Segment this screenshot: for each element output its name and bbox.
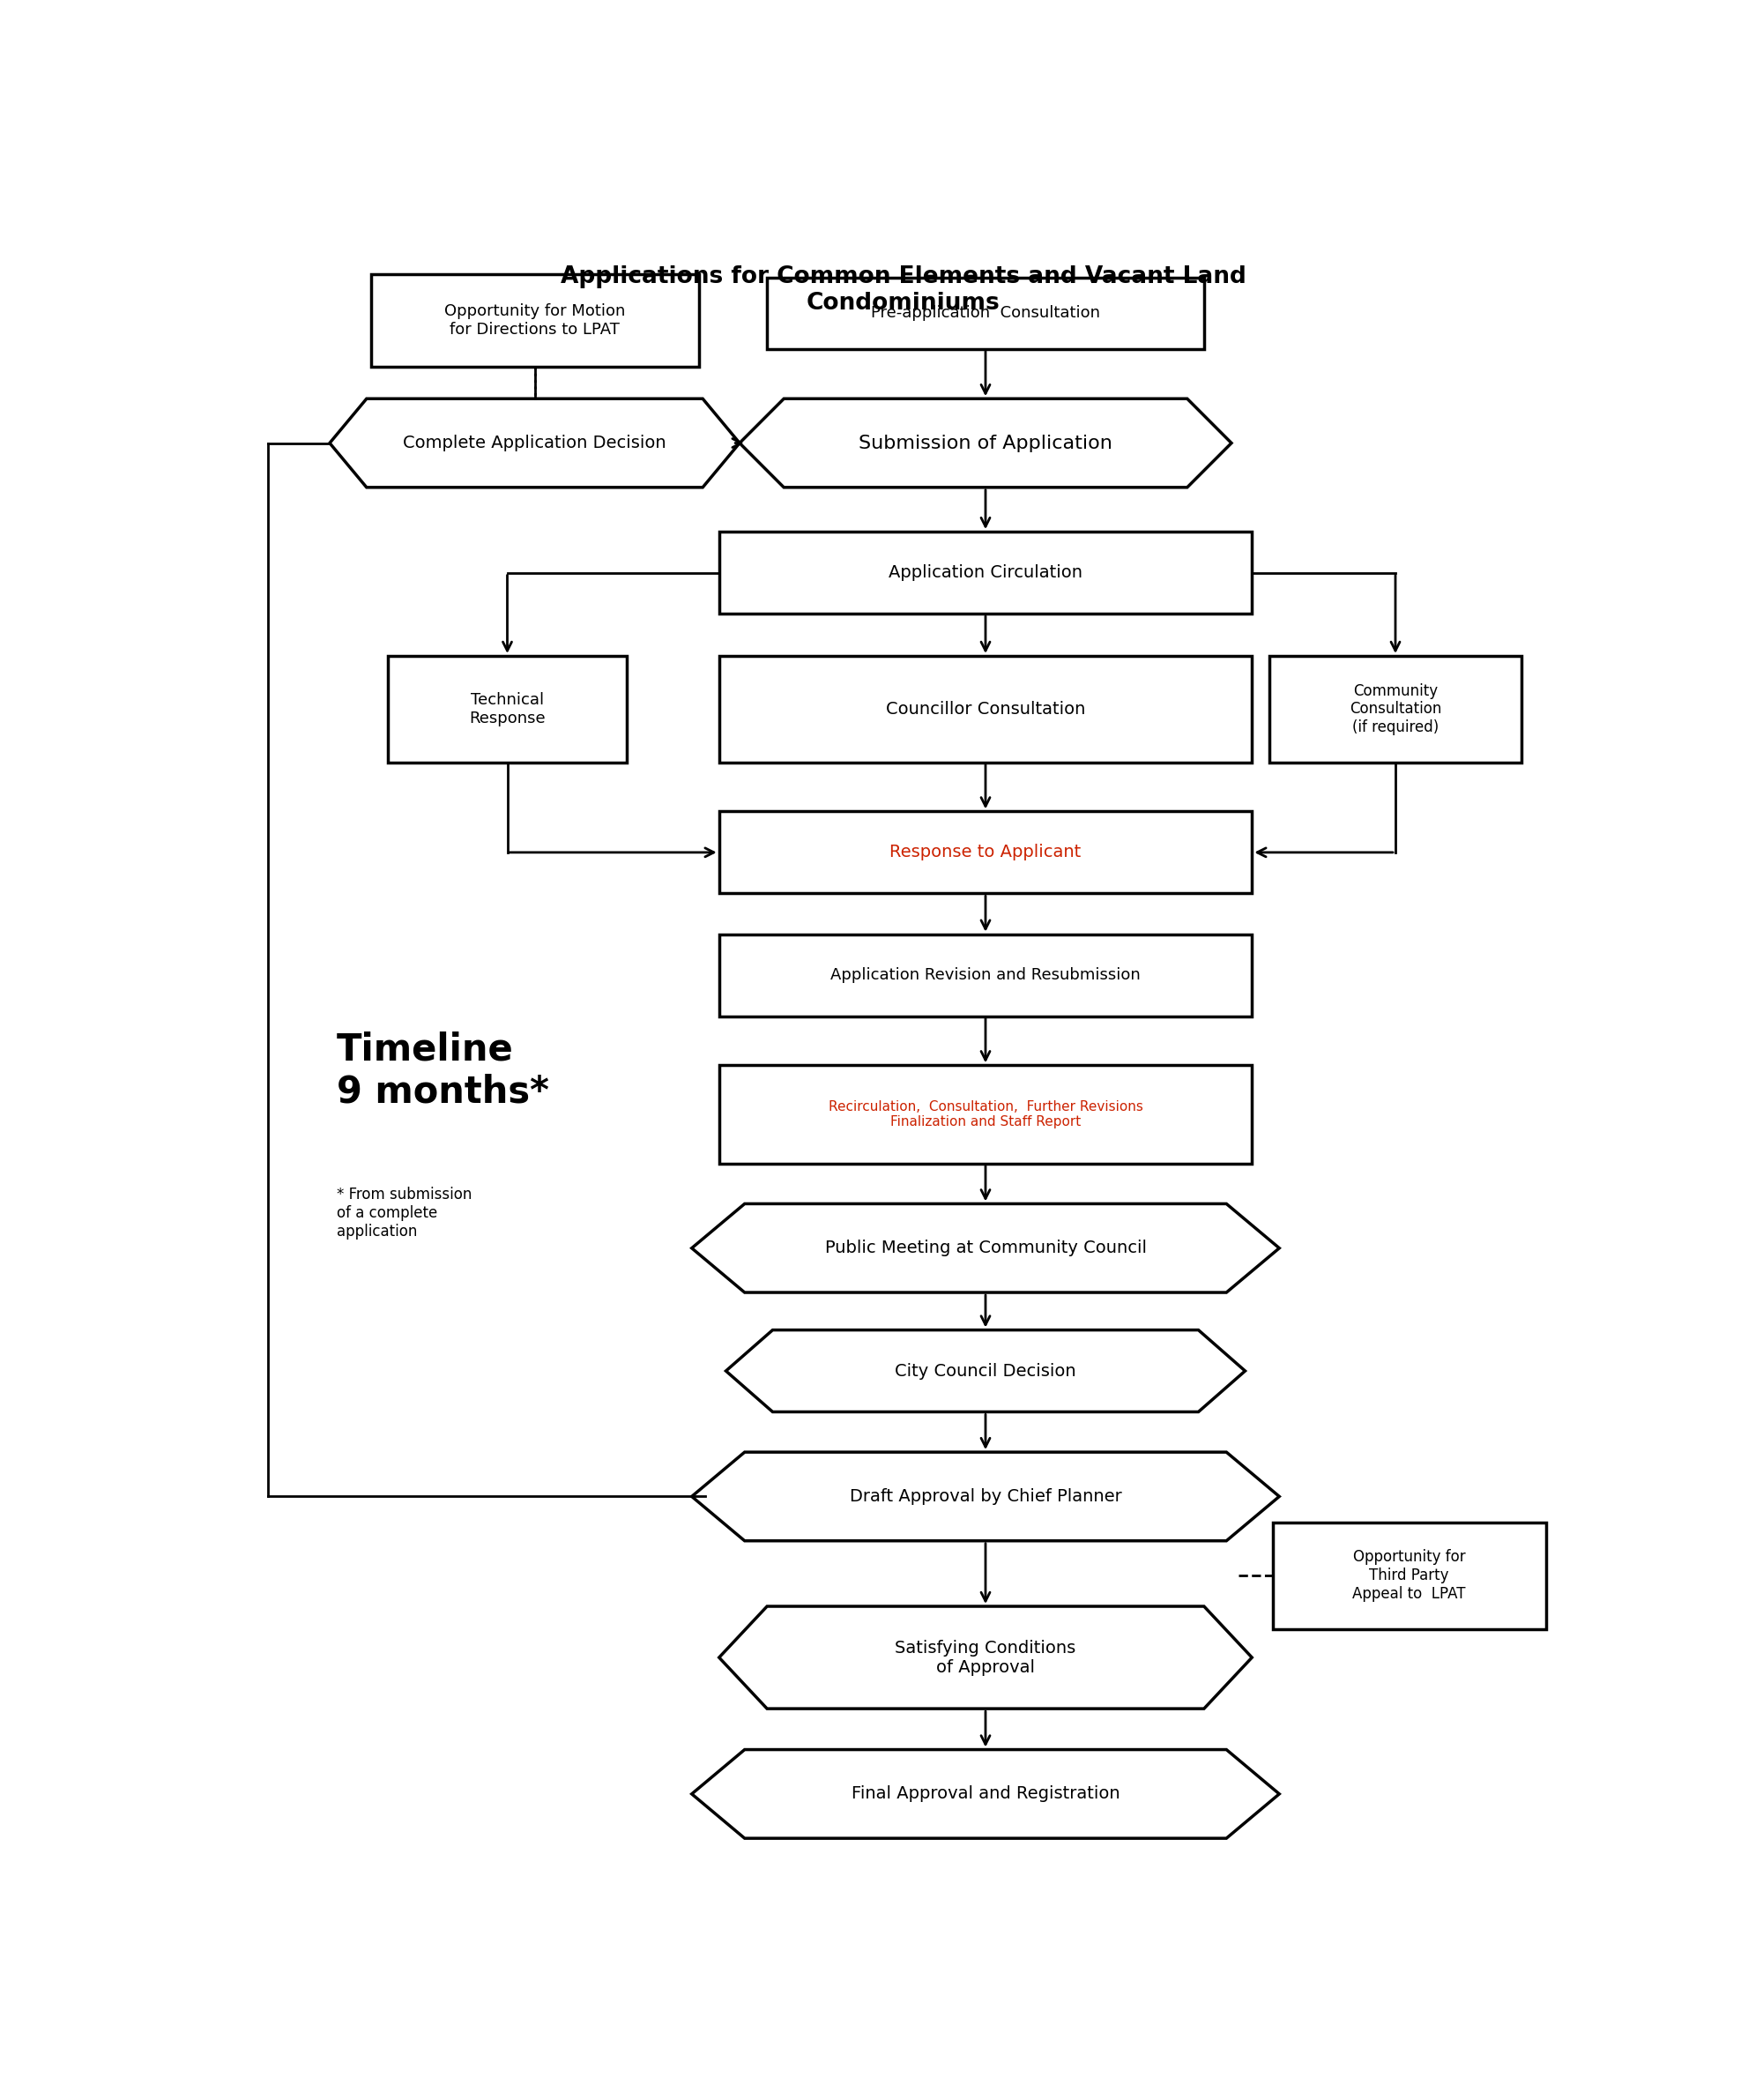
Text: Applications for Common Elements and Vacant Land
Condominiums: Applications for Common Elements and Vac… — [561, 265, 1246, 315]
Polygon shape — [726, 1329, 1245, 1411]
Text: Submission of Application: Submission of Application — [859, 435, 1112, 452]
FancyBboxPatch shape — [719, 655, 1252, 762]
Text: Community
Consultation
(if required): Community Consultation (if required) — [1349, 682, 1442, 735]
Polygon shape — [740, 399, 1231, 487]
Polygon shape — [691, 1203, 1280, 1292]
FancyBboxPatch shape — [388, 655, 628, 762]
Text: Opportunity for
Third Party
Appeal to  LPAT: Opportunity for Third Party Appeal to LP… — [1352, 1550, 1465, 1602]
Text: Pre-application  Consultation: Pre-application Consultation — [871, 304, 1100, 321]
Text: Timeline
9 months*: Timeline 9 months* — [337, 1031, 548, 1111]
Text: Recirculation,  Consultation,  Further Revisions
Finalization and Staff Report: Recirculation, Consultation, Further Rev… — [829, 1100, 1142, 1128]
Polygon shape — [330, 399, 740, 487]
Text: Application Circulation: Application Circulation — [889, 565, 1082, 582]
FancyBboxPatch shape — [767, 277, 1204, 349]
Text: Complete Application Decision: Complete Application Decision — [404, 435, 666, 452]
Text: * From submission
of a complete
application: * From submission of a complete applicat… — [337, 1186, 472, 1239]
FancyBboxPatch shape — [719, 934, 1252, 1016]
Text: Draft Approval by Chief Planner: Draft Approval by Chief Planner — [850, 1489, 1121, 1506]
Text: Response to Applicant: Response to Applicant — [890, 844, 1081, 861]
FancyBboxPatch shape — [1273, 1522, 1546, 1630]
FancyBboxPatch shape — [1269, 655, 1521, 762]
Polygon shape — [719, 1606, 1252, 1709]
Text: Technical
Response: Technical Response — [469, 693, 545, 727]
FancyBboxPatch shape — [719, 1065, 1252, 1163]
Text: Councillor Consultation: Councillor Consultation — [885, 701, 1086, 718]
FancyBboxPatch shape — [370, 273, 698, 368]
Polygon shape — [691, 1749, 1280, 1838]
Polygon shape — [691, 1451, 1280, 1541]
FancyBboxPatch shape — [719, 811, 1252, 892]
Text: Opportunity for Motion
for Directions to LPAT: Opportunity for Motion for Directions to… — [444, 302, 626, 338]
Text: Public Meeting at Community Council: Public Meeting at Community Council — [825, 1239, 1146, 1256]
Text: Satisfying Conditions
of Approval: Satisfying Conditions of Approval — [896, 1640, 1075, 1676]
Text: Final Approval and Registration: Final Approval and Registration — [852, 1785, 1120, 1802]
FancyBboxPatch shape — [719, 531, 1252, 613]
Text: Application Revision and Resubmission: Application Revision and Resubmission — [830, 968, 1141, 983]
Text: City Council Decision: City Council Decision — [896, 1363, 1075, 1380]
